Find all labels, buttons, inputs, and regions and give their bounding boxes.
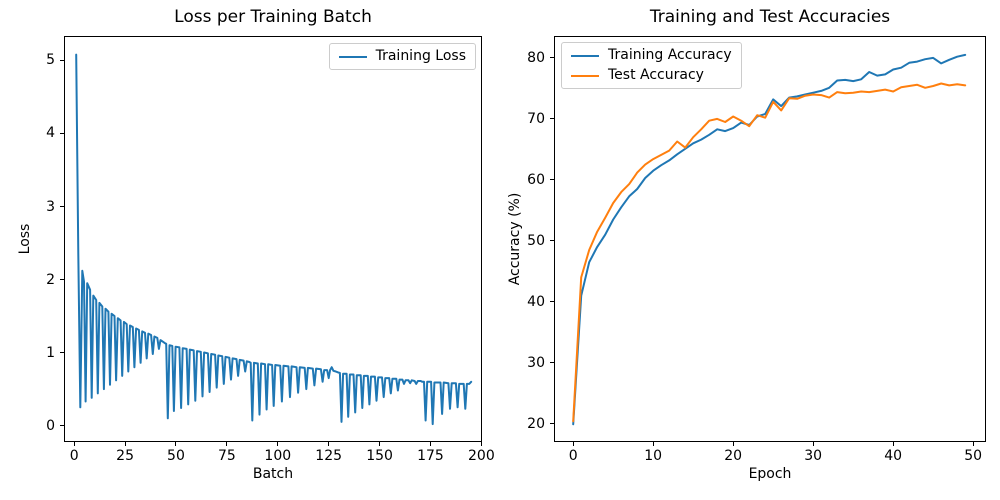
x-tick-label-30: 30 <box>804 448 823 464</box>
loss-x-axis-label: Batch <box>252 466 294 482</box>
x-tick-mark-50 <box>972 442 974 446</box>
y-tick-label-30: 30 <box>527 354 545 371</box>
y-tick-label-3: 3 <box>46 198 55 215</box>
accuracy-x-axis-label: Epoch <box>748 466 792 482</box>
x-tick-label-0: 0 <box>568 448 578 464</box>
y-tick-mark-30 <box>550 362 554 364</box>
loss-legend: Training Loss <box>328 43 476 70</box>
y-tick-mark-0 <box>60 425 64 427</box>
x-tick-label-200: 200 <box>468 448 495 464</box>
legend-entry-training-accuracy: Training Accuracy <box>571 47 732 64</box>
accuracy-legend: Training Accuracy Test Accuracy <box>561 42 742 89</box>
y-tick-label-4: 4 <box>46 125 55 142</box>
legend-label-test-accuracy: Test Accuracy <box>608 67 704 83</box>
legend-entry-test-accuracy: Test Accuracy <box>571 67 732 84</box>
x-tick-label-50: 50 <box>167 448 185 464</box>
x-tick-label-150: 150 <box>366 448 393 464</box>
legend-label-training-loss: Training Loss <box>375 48 466 64</box>
y-tick-label-60: 60 <box>527 171 545 188</box>
x-tick-mark-100 <box>277 442 279 446</box>
y-tick-mark-40 <box>550 301 554 303</box>
accuracy-chart-title: Training and Test Accuracies <box>649 7 891 27</box>
x-tick-mark-50 <box>175 442 177 446</box>
y-tick-mark-2 <box>60 279 64 281</box>
x-tick-mark-10 <box>652 442 654 446</box>
loss-chart-axes: Loss per Training Batch Batch Loss Train… <box>17 7 495 482</box>
y-tick-label-2: 2 <box>46 271 55 288</box>
x-tick-label-25: 25 <box>116 448 134 464</box>
x-tick-mark-175 <box>429 442 431 446</box>
accuracy-line-plot <box>572 53 967 426</box>
x-tick-mark-150 <box>379 442 381 446</box>
legend-label-training-accuracy: Training Accuracy <box>608 47 732 63</box>
legend-entry-training-loss: Training Loss <box>338 48 466 65</box>
x-tick-label-125: 125 <box>315 448 343 464</box>
x-tick-mark-0 <box>572 442 574 446</box>
x-tick-label-100: 100 <box>264 448 292 464</box>
x-tick-mark-200 <box>480 442 482 446</box>
loss-line-plot <box>75 53 473 426</box>
x-tick-label-40: 40 <box>884 448 903 464</box>
y-tick-label-0: 0 <box>46 417 55 434</box>
y-tick-mark-4 <box>60 132 64 134</box>
x-tick-label-0: 0 <box>69 448 79 464</box>
training-accuracy-line <box>572 53 967 426</box>
test-accuracy-line-sample <box>571 74 599 77</box>
x-tick-label-50: 50 <box>964 448 983 464</box>
y-tick-mark-3 <box>60 206 64 207</box>
y-tick-label-40: 40 <box>527 293 545 310</box>
y-tick-label-5: 5 <box>46 52 55 69</box>
y-tick-label-80: 80 <box>527 49 545 66</box>
y-tick-mark-50 <box>550 240 554 242</box>
accuracy-chart-axes: Training and Test Accuracies Epoch Accur… <box>507 7 986 482</box>
x-tick-mark-25 <box>124 442 126 446</box>
loss-y-axis-label: Loss <box>17 223 33 255</box>
x-tick-mark-40 <box>892 442 894 446</box>
loss-chart-title: Loss per Training Batch <box>174 7 372 27</box>
y-tick-mark-80 <box>550 57 554 59</box>
x-tick-label-10: 10 <box>644 448 663 464</box>
training-accuracy-line-sample <box>571 54 599 57</box>
y-tick-label-1: 1 <box>46 344 55 361</box>
training-loss-line-sample <box>338 55 367 58</box>
x-tick-mark-20 <box>732 442 734 446</box>
test-accuracy-line <box>572 82 967 423</box>
y-tick-label-50: 50 <box>527 232 545 249</box>
y-tick-mark-5 <box>60 59 64 61</box>
training-loss-line <box>75 53 473 426</box>
x-tick-mark-75 <box>226 442 228 446</box>
y-tick-mark-70 <box>550 118 554 120</box>
accuracy-y-axis-label: Accuracy (%) <box>507 192 523 286</box>
y-tick-mark-1 <box>60 352 64 354</box>
x-tick-mark-30 <box>812 442 814 446</box>
y-tick-mark-60 <box>550 179 554 181</box>
x-tick-mark-125 <box>328 442 330 446</box>
x-tick-label-20: 20 <box>724 448 743 464</box>
x-tick-label-175: 175 <box>417 448 444 464</box>
y-tick-label-20: 20 <box>527 415 545 432</box>
y-tick-label-70: 70 <box>527 110 545 127</box>
y-tick-mark-20 <box>550 423 554 425</box>
x-tick-mark-0 <box>73 442 75 446</box>
x-tick-label-75: 75 <box>217 448 236 464</box>
